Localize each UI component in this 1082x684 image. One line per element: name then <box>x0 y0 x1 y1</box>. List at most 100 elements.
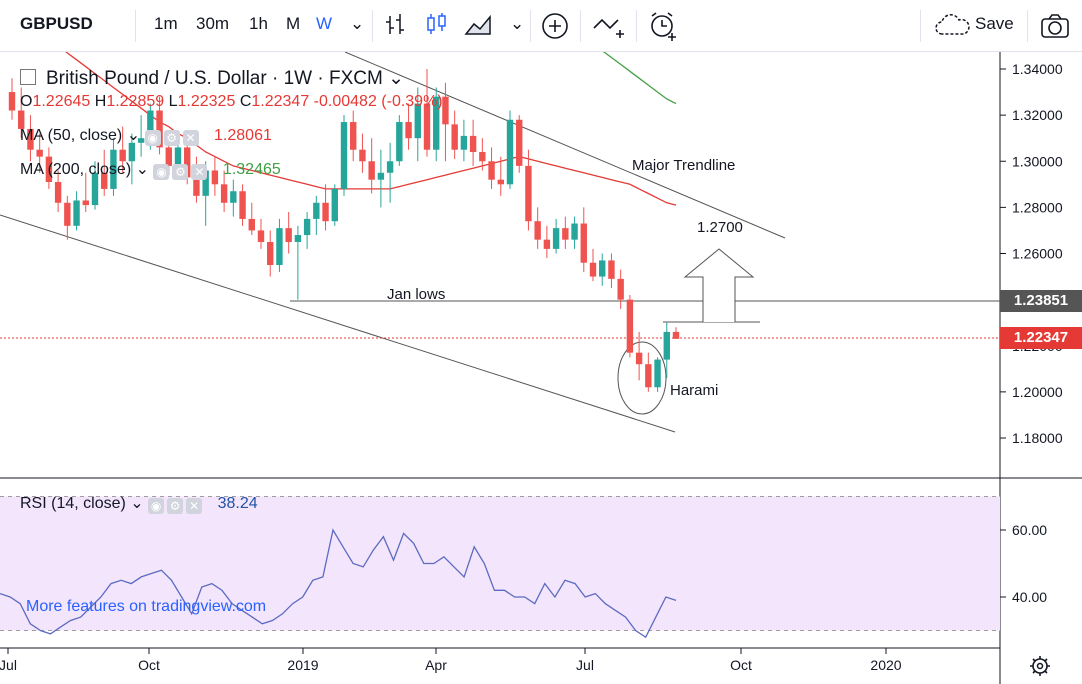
close-icon[interactable]: ✕ <box>191 164 208 180</box>
compare-icon[interactable] <box>592 12 628 40</box>
jan-lows-price-tag: 1.23851 <box>1000 290 1082 312</box>
add-indicator-icon[interactable] <box>540 11 570 41</box>
time-tick-label: 2019 <box>287 657 318 673</box>
ohlc-low: 1.22325 <box>177 93 236 110</box>
candle-body <box>488 161 495 180</box>
lower-channel-line <box>0 214 676 433</box>
interval-1h[interactable]: 1h <box>249 14 268 33</box>
ma50-value: 1.28061 <box>214 127 272 144</box>
candle-body <box>110 149 117 189</box>
time-tick-label: Jul <box>0 657 17 673</box>
ma200-line-group <box>602 52 677 105</box>
bar-chart-icon[interactable] <box>384 12 410 38</box>
collapse-icon[interactable] <box>20 69 36 85</box>
chevron-down-icon[interactable]: ⌄ <box>135 161 150 178</box>
price-tick-label: 1.18000 <box>1012 430 1063 446</box>
interval-30m[interactable]: 30m <box>196 14 230 33</box>
candle-body <box>322 202 329 222</box>
candle-body <box>423 103 431 150</box>
harami-circle <box>617 341 667 415</box>
candle-body <box>451 124 458 150</box>
interval-1m[interactable]: 1m <box>154 14 178 33</box>
price-tick-label: 1.26000 <box>1012 246 1063 262</box>
chevron-down-icon[interactable]: ⌄ <box>350 14 365 33</box>
candle-body <box>257 230 265 242</box>
alert-icon[interactable] <box>648 11 680 41</box>
candle-body <box>18 110 25 129</box>
rsi-legend: RSI (14, close) ⌄ ◉ ⚙ ✕ 38.24 <box>20 493 258 514</box>
eye-icon[interactable]: ◉ <box>144 130 161 146</box>
tradingview-watermark[interactable]: More features on tradingview.com <box>26 598 266 615</box>
candle-body <box>368 161 375 180</box>
eye-icon[interactable]: ◉ <box>153 164 170 180</box>
chevron-down-icon[interactable]: ⌄ <box>382 68 404 89</box>
price-axis[interactable]: 1.340001.320001.300001.280001.260001.240… <box>1000 61 1063 446</box>
interval-M[interactable]: M <box>286 14 301 33</box>
candle-body <box>119 149 126 162</box>
candle-body <box>562 228 569 240</box>
camera-icon[interactable] <box>1040 13 1070 39</box>
candle-body <box>267 241 274 266</box>
close-icon[interactable]: ✕ <box>186 498 203 514</box>
target-label: 1.2700 <box>697 219 743 236</box>
settings-gear-icon[interactable] <box>1030 656 1050 676</box>
ma200-value: 1.32465 <box>222 161 281 178</box>
candle-body <box>386 161 394 173</box>
toolbar-divider <box>372 10 373 42</box>
candle-body <box>27 128 34 150</box>
interval-W[interactable]: W <box>316 14 333 33</box>
cloud-icon[interactable] <box>934 14 972 38</box>
major-trendline <box>344 52 786 239</box>
rsi-axis[interactable]: 60.00 40.00 <box>1000 522 1047 605</box>
close-icon[interactable]: ✕ <box>182 130 199 146</box>
candle-body <box>202 170 209 196</box>
time-tick-label: Oct <box>730 657 752 673</box>
candles-icon[interactable] <box>424 12 450 38</box>
area-chart-icon[interactable] <box>464 12 494 38</box>
candle-body <box>340 122 348 189</box>
ma50-label[interactable]: MA (50, close) <box>20 127 123 144</box>
price-tick-label: 1.28000 <box>1012 199 1063 215</box>
rsi-line <box>0 528 677 639</box>
candle-body <box>543 239 551 249</box>
chevron-down-icon[interactable]: ⌄ <box>130 495 144 512</box>
time-grid <box>7 648 887 654</box>
ma200-line <box>602 52 677 105</box>
candle-body <box>165 147 172 166</box>
candle-body <box>525 165 532 222</box>
candle-body <box>8 92 16 111</box>
candle-body <box>350 122 357 150</box>
candle-body <box>469 135 477 153</box>
save-button[interactable]: Save <box>975 14 1014 33</box>
candle-body <box>211 170 219 185</box>
jan-lows-label: Jan lows <box>387 286 445 303</box>
price-tick-label: 1.30000 <box>1012 153 1063 169</box>
gear-icon[interactable]: ⚙ <box>163 130 180 146</box>
candle-body <box>331 188 338 222</box>
ma200-label[interactable]: MA (200, close) <box>20 161 132 178</box>
candle-body <box>91 172 99 206</box>
time-axis[interactable]: Jul Oct 2019 Apr Jul Oct 2020 <box>0 657 902 673</box>
candle-body <box>285 228 292 242</box>
candle-body <box>248 218 255 231</box>
ohlc-o-label: O <box>20 93 33 110</box>
gear-icon[interactable]: ⚙ <box>172 164 189 180</box>
gear-icon[interactable]: ⚙ <box>167 498 184 514</box>
chart-canvas[interactable]: Major Trendline 1.2700 Jan lows Harami M… <box>0 52 1082 684</box>
candle-body <box>64 202 71 226</box>
toolbar-divider <box>920 10 921 42</box>
candle-body <box>497 179 504 185</box>
chevron-down-icon[interactable]: ⌄ <box>510 14 525 33</box>
rsi-label[interactable]: RSI (14, close) <box>20 495 126 512</box>
symbol-search[interactable]: GBPUSD <box>20 14 93 33</box>
rsi-tick-label: 40.00 <box>1012 589 1047 605</box>
candle-body <box>276 228 283 266</box>
chevron-down-icon[interactable]: ⌄ <box>126 127 141 144</box>
candles-group <box>8 69 680 392</box>
candle-body <box>45 156 53 183</box>
eye-icon[interactable]: ◉ <box>148 498 165 514</box>
toolbar-divider <box>1027 10 1028 42</box>
candle-body <box>294 235 302 242</box>
candle-body <box>442 96 449 125</box>
ohlc-h-label: H <box>94 93 107 110</box>
